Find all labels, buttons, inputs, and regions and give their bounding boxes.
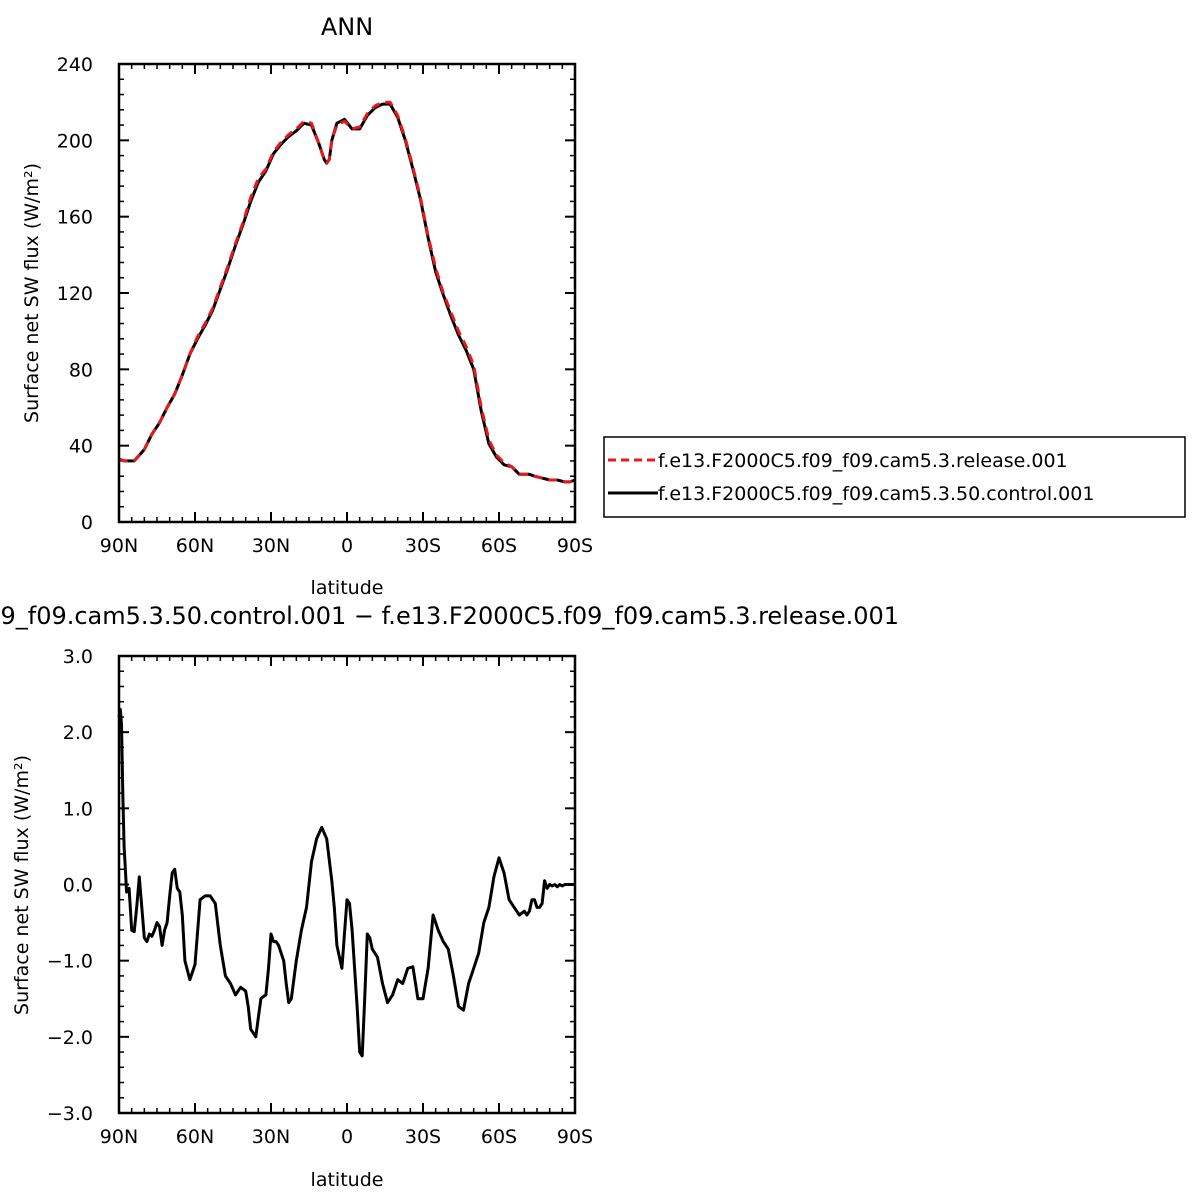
panel-mean-ytick-label: 80 bbox=[69, 359, 93, 381]
panel-difference-ytick-label: 2.0 bbox=[63, 722, 93, 744]
panel-mean-xtick-label: 30S bbox=[405, 535, 441, 557]
panel-difference-xtick-label: 60S bbox=[481, 1126, 517, 1148]
panel-difference-xlabel: latitude bbox=[311, 1169, 384, 1191]
panel-difference-ytick-label: 1.0 bbox=[63, 798, 93, 820]
panel-difference-xtick-label: 90N bbox=[100, 1126, 138, 1148]
panel-mean-title: ANN bbox=[321, 13, 373, 41]
panel-difference-ytick-label: 3.0 bbox=[63, 646, 93, 668]
panel-mean-xtick-label: 60S bbox=[481, 535, 517, 557]
panel-difference-frame bbox=[117, 654, 577, 1115]
panel-difference-ytick-label: 0.0 bbox=[63, 875, 93, 897]
panel-difference-xtick-label: 30S bbox=[405, 1126, 441, 1148]
panel-mean-ytick-label: 160 bbox=[57, 207, 93, 229]
panel-difference-xtick-label: 30N bbox=[252, 1126, 290, 1148]
panel-difference-xtick-label: 60N bbox=[176, 1126, 214, 1148]
panel-difference-ytick-label: −2.0 bbox=[47, 1027, 93, 1049]
panel-difference-xtick-label: 0 bbox=[341, 1126, 353, 1148]
panel-mean-xlabel: latitude bbox=[311, 577, 384, 599]
panel-mean-xtick-label: 0 bbox=[341, 535, 353, 557]
panel-difference-title: f.e13.F2000C5.f09_f09.cam5.3.50.control.… bbox=[0, 602, 899, 630]
panel-mean-frame bbox=[117, 62, 577, 524]
panel-difference-ylabel: Surface net SW flux (W/m²) bbox=[11, 755, 33, 1015]
legend-label-control: f.e13.F2000C5.f09_f09.cam5.3.50.control.… bbox=[658, 483, 1094, 505]
panel-mean-ytick-label: 200 bbox=[57, 130, 93, 152]
panel-difference-ytick-label: −3.0 bbox=[47, 1103, 93, 1125]
panel-difference-ytick-label: −1.0 bbox=[47, 951, 93, 973]
panel-difference-series-line-0 bbox=[117, 707, 575, 1058]
panel-difference-xtick-label: 90S bbox=[557, 1126, 593, 1148]
panel-mean-ytick-label: 40 bbox=[69, 436, 93, 458]
panel-difference-series bbox=[117, 707, 575, 1058]
panel-mean-ytick-label: 120 bbox=[57, 283, 93, 305]
panel-mean-series bbox=[118, 100, 576, 484]
panel-difference: f.e13.F2000C5.f09_f09.cam5.3.50.control.… bbox=[0, 602, 899, 1191]
panel-mean: ANN 90N 60N 30N 0 30S 60S 90S 0 40 80 120 160 200 240… bbox=[21, 13, 593, 599]
legend-box bbox=[603, 436, 1186, 518]
panel-mean-xtick-label: 90S bbox=[557, 535, 593, 557]
panel-mean-ytick-label: 0 bbox=[81, 512, 93, 534]
legend: f.e13.F2000C5.f09_f09.cam5.3.release.001… bbox=[603, 436, 1186, 518]
panel-mean-ytick-label: 240 bbox=[57, 54, 93, 76]
panel-mean-ylabel: Surface net SW flux (W/m²) bbox=[21, 163, 43, 423]
panel-mean-series-line-1 bbox=[118, 102, 576, 484]
legend-label-release: f.e13.F2000C5.f09_f09.cam5.3.release.001 bbox=[658, 450, 1068, 472]
panel-mean-xtick-label: 90N bbox=[100, 535, 138, 557]
panel-mean-xtick-label: 30N bbox=[252, 535, 290, 557]
panel-mean-xtick-label: 60N bbox=[176, 535, 214, 557]
panel-mean-ticks: 90N 60N 30N 0 30S 60S 90S 0 40 80 120 160 200 240 bbox=[57, 54, 593, 557]
panel-mean-series-line-0 bbox=[118, 100, 576, 484]
